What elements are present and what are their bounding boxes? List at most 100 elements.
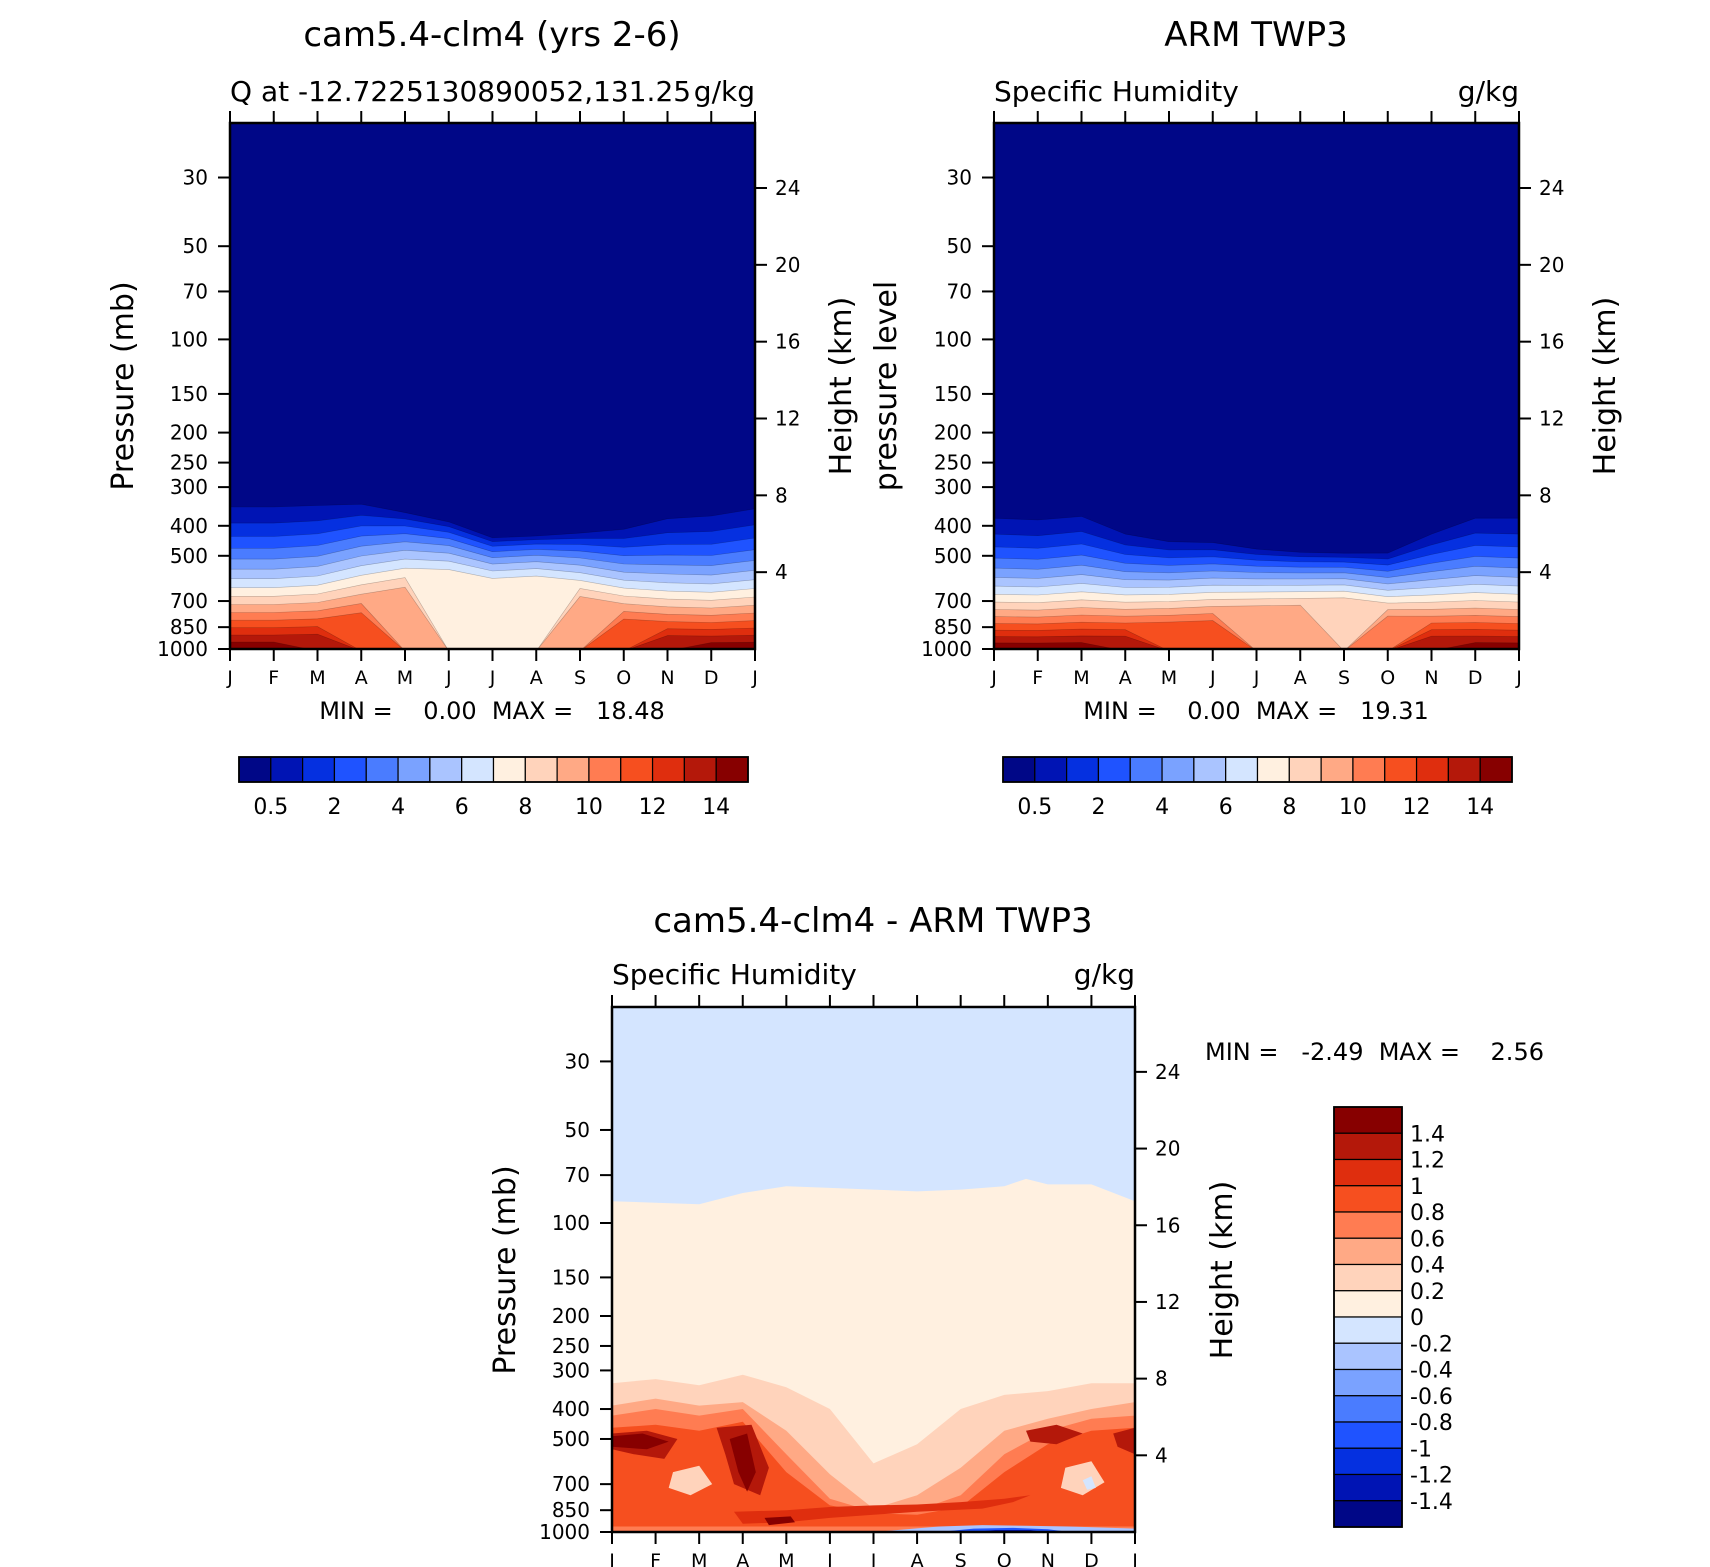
obs-colorbar-label-6: 12 [1403,795,1431,820]
diff-xtick-label-0: J [608,1550,615,1567]
obs-xtick-label-6: J [1253,667,1260,689]
diff-htick-label-4: 20 [1155,1137,1180,1161]
model-ytick-label-4: 150 [170,382,208,406]
obs-xtick-label-8: S [1338,667,1350,689]
obs-xtick-label-10: N [1424,667,1438,689]
obs-ytick-label-4: 150 [934,382,972,406]
model-colorbar-label-3: 6 [455,795,469,820]
obs-colorbar-box-7 [1225,756,1259,783]
diff-ytick-label-0: 30 [565,1049,590,1073]
model-colorbar-box-8 [492,756,526,783]
panel-diff-colorbar: 1.41.210.80.60.40.20-0.2-0.4-0.6-0.8-1-1… [1333,1106,1453,1528]
diff-xtick-label-12: J [1131,1550,1138,1567]
obs-xtick-label-1: F [1032,667,1043,689]
model-xtick-label-9: O [616,667,631,689]
diff-xtick-label-6: J [870,1550,877,1567]
diff-colorbar-label-3: 0.8 [1410,1201,1445,1226]
model-xtick-label-0: J [226,667,233,689]
diff-ytick-label-7: 300 [552,1358,590,1382]
model-colorbar-label-5: 10 [575,795,603,820]
diff-band-1.2-to-1.4-c [1026,1424,1083,1445]
diff-colorbar-frame [1333,1106,1403,1528]
panel-model-plot-area [230,123,755,649]
obs-colorbar-label-4: 8 [1282,795,1296,820]
panel-obs: ARM TWP3 Specific Humidity g/kg J F M A M J J A… [869,15,1623,820]
model-ytick-label-2: 70 [183,279,208,303]
diff-ytick-label-11: 850 [552,1498,590,1522]
obs-xtick-label-7: A [1294,667,1307,689]
model-colorbar-box-9 [524,756,558,783]
diff-colorbar-label-11: -0.8 [1410,1411,1453,1436]
diff-ytick-label-6: 250 [552,1334,590,1358]
obs-colorbar-box-14 [1447,756,1481,783]
diff-colorbar-box-13 [1333,1447,1403,1476]
diff-htick-label-2: 12 [1155,1290,1180,1314]
panel-model-ylabel-right: Height (km) [824,297,859,476]
model-xtick-label-8: S [574,667,586,689]
diff-colorbar-box-6 [1333,1263,1403,1292]
obs-htick-label-1: 8 [1539,483,1552,507]
panel-model-title: cam5.4-clm4 (yrs 2-6) [303,15,680,55]
diff-ytick-label-5: 200 [552,1304,590,1328]
diff-xtick-label-11: D [1084,1550,1099,1567]
obs-ytick-label-1: 50 [947,234,972,258]
obs-colorbar-box-12 [1384,756,1418,783]
diff-colorbar-box-0 [1333,1106,1403,1134]
model-ytick-label-11: 850 [170,615,208,639]
obs-colorbar-box-4 [1129,756,1163,783]
panel-obs-colorbar: 0.5 2 4 6 8 10 12 14 [1002,756,1513,820]
model-xtick-label-5: J [445,667,452,689]
obs-ytick-label-9: 500 [934,544,972,568]
model-ytick-label-10: 700 [170,589,208,613]
diff-colorbar-label-12: -1 [1410,1437,1432,1462]
diff-xtick-label-8: S [955,1550,967,1567]
panel-diff-ylabel-left: Pressure (mb) [488,1165,523,1374]
model-xtick-label-11: D [704,667,719,689]
obs-colorbar-label-7: 14 [1466,795,1494,820]
diff-colorbar-box-9 [1333,1342,1403,1371]
diff-colorbar-box-4 [1333,1211,1403,1239]
diff-ytick-label-2: 70 [565,1163,590,1187]
model-colorbar-box-0 [238,756,272,783]
model-colorbar-box-12 [620,756,654,783]
obs-xtick-label-5: J [1209,667,1216,689]
diff-colorbar-box-1 [1333,1132,1403,1161]
obs-htick-label-5: 24 [1539,176,1564,200]
diff-xtick-label-2: M [691,1550,707,1567]
diff-colorbar-box-5 [1333,1237,1403,1266]
model-htick-label-0: 4 [775,560,788,584]
obs-ytick-label-11: 850 [934,615,972,639]
panel-diff-ylabel-right: Height (km) [1205,1181,1240,1360]
obs-ytick-label-6: 250 [934,451,972,475]
diff-colorbar-label-14: -1.4 [1410,1490,1453,1515]
panel-obs-subtitle-left: Specific Humidity [994,75,1239,108]
obs-colorbar-label-5: 10 [1339,795,1367,820]
model-ytick-label-8: 400 [170,514,208,538]
diff-htick-label-1: 8 [1155,1367,1168,1391]
panel-diff: cam5.4-clm4 - ARM TWP3 Specific Humidity… [488,901,1544,1567]
diff-colorbar-box-7 [1333,1290,1403,1318]
diff-band-above-1.4-a [612,1433,669,1450]
diff-ytick-label-3: 100 [552,1211,590,1235]
panel-model-subtitle-left: Q at -12.7225130890052,131.25 [230,75,691,108]
model-colorbar-frame [238,756,749,783]
model-htick-label-5: 24 [775,176,800,200]
obs-htick-label-3: 16 [1539,330,1564,354]
model-colorbar-box-6 [429,756,463,783]
obs-colorbar-box-5 [1161,756,1195,783]
obs-colorbar-label-0: 0.5 [1017,795,1052,820]
model-ytick-label-3: 100 [170,327,208,351]
obs-ytick-label-7: 300 [934,475,972,499]
diff-xtick-label-10: N [1041,1550,1055,1567]
diff-ytick-label-9: 500 [552,1427,590,1451]
diff-band-above-1.4-low [764,1516,795,1526]
model-colorbar-label-1: 2 [327,795,341,820]
model-colorbar-box-11 [588,756,622,783]
model-xtick-label-2: M [309,667,325,689]
diff-htick-label-5: 24 [1155,1060,1180,1084]
panel-obs-minmax: MIN = 0.00 MAX = 19.31 [1083,697,1429,725]
panel-obs-subtitle-right: g/kg [1458,75,1519,108]
model-xtick-label-1: F [268,667,279,689]
